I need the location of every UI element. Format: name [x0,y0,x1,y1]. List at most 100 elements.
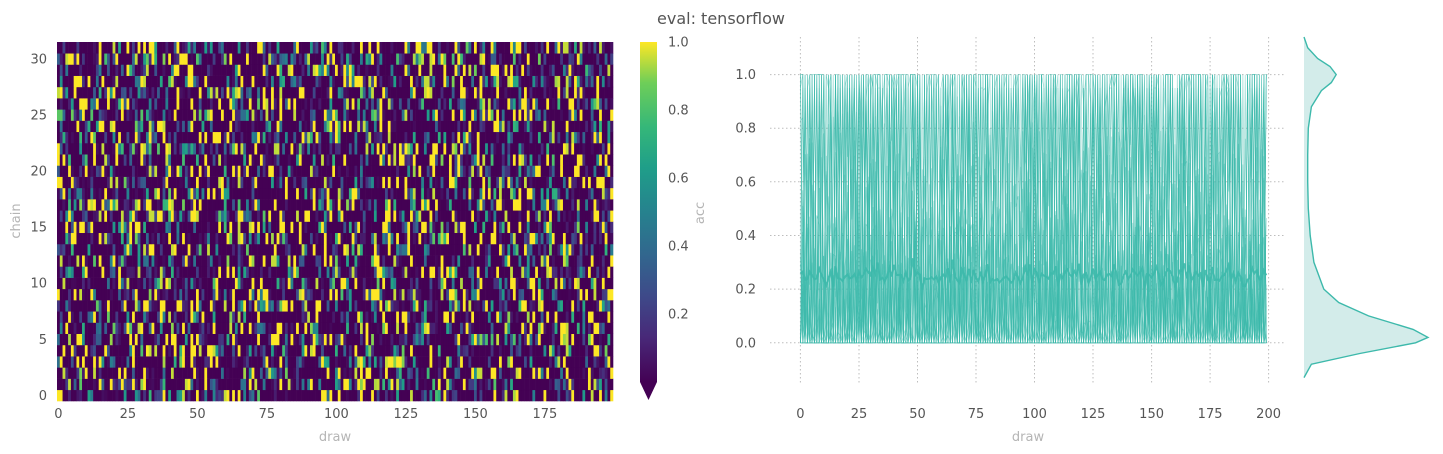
heatmap-cell [276,322,280,334]
heatmap-cell [604,322,608,334]
heatmap-cell [148,378,152,391]
heatmap-cell [254,142,258,155]
heatmap-cell [432,165,436,177]
heatmap-cell [304,210,308,222]
heatmap-cell [493,266,497,278]
heatmap-cell [543,199,547,211]
heatmap-cell [237,389,241,402]
heatmap-cell [537,277,542,290]
heatmap-cell [82,120,86,133]
heatmap-cell [346,210,350,222]
heatmap-cell [532,232,536,245]
heatmap-cell [471,232,475,245]
heatmap-cell [423,378,428,391]
heatmap-cell [373,165,377,177]
heatmap-cell [412,277,416,290]
heatmap-cell [107,344,111,357]
heatmap-cell [87,232,91,245]
heatmap-cell [184,165,188,177]
heatmap-cell [70,187,74,200]
heatmap-cell [576,300,580,312]
heatmap-cell [104,367,108,379]
heatmap-cell [193,389,197,402]
heatmap-cell [154,266,158,278]
heatmap-cell [296,311,300,323]
heatmap-cell [435,288,439,301]
heatmap-cell [140,356,144,368]
heatmap-cell [57,221,61,234]
heatmap-cell [84,311,88,323]
heatmap-cell [193,344,197,357]
heatmap-cell [604,243,608,256]
heatmap-cell [190,165,194,177]
heatmap-cell [170,154,175,166]
heatmap-cell [65,266,69,278]
heatmap-cell [101,199,105,211]
heatmap-cell [576,210,580,222]
heatmap-cell [251,300,255,312]
heatmap-cell [312,378,316,391]
heatmap-cell [557,232,561,245]
heatmap-cell [512,277,516,290]
heatmap-cell [232,356,236,368]
heatmap-cell [432,243,436,256]
heatmap-cell [401,187,405,200]
heatmap-cell [101,300,105,312]
heatmap-cell [265,356,269,368]
heatmap-cell [601,199,605,211]
heatmap-cell [193,154,197,166]
heatmap-cell [173,199,177,211]
heatmap-cell [151,277,155,290]
heatmap-cell [226,367,230,379]
heatmap-cell [257,333,261,346]
heatmap-cell [410,165,414,177]
heatmap-cell [412,199,416,211]
heatmap-cell [404,199,408,211]
heatmap-cell [162,356,166,368]
heatmap-cell [604,367,608,379]
heatmap-cell [76,322,80,334]
heatmap-cell [129,232,133,245]
heatmap-cell [337,187,341,200]
heatmap-cell [251,142,255,155]
heatmap-cell [193,142,197,155]
heatmap-cell [107,367,111,379]
heatmap-cell [423,277,428,290]
heatmap-cell [368,232,372,245]
heatmap-cell [360,288,364,301]
heatmap-cell [443,165,447,177]
heatmap-cell [468,266,472,278]
heatmap-cell [468,199,472,211]
heatmap-cell [335,378,339,391]
heatmap-cell [126,378,130,391]
heatmap-cell [487,277,491,290]
heatmap-cell [576,243,580,256]
heatmap-cell [604,142,608,155]
heatmap-cell [215,221,219,234]
heatmap-cell [276,378,280,391]
heatmap-cell [535,210,539,222]
heatmap-cell [82,243,86,256]
heatmap-cell [493,243,497,256]
heatmap-cell [232,367,236,379]
heatmap-cell [98,176,102,189]
heatmap-cell [76,255,80,267]
heatmap-cell [446,142,450,155]
heatmap-cell [201,131,205,144]
heatmap-cell [243,389,247,402]
heatmap-cell [98,165,102,177]
heatmap-cell [390,165,394,177]
heatmap-cell [207,333,211,346]
heatmap-cell [390,120,394,133]
heatmap-cell [373,311,377,323]
heatmap-cell [557,266,561,278]
heatmap-cell [95,120,99,133]
heatmap-cell [476,367,480,379]
heatmap-cell [343,288,347,301]
heatmap-cell [596,187,600,200]
heatmap-cell [165,120,169,133]
heatmap-cell [271,176,275,189]
heatmap-cell [57,199,61,211]
heatmap-cell [151,232,155,245]
heatmap-cell [518,154,522,166]
